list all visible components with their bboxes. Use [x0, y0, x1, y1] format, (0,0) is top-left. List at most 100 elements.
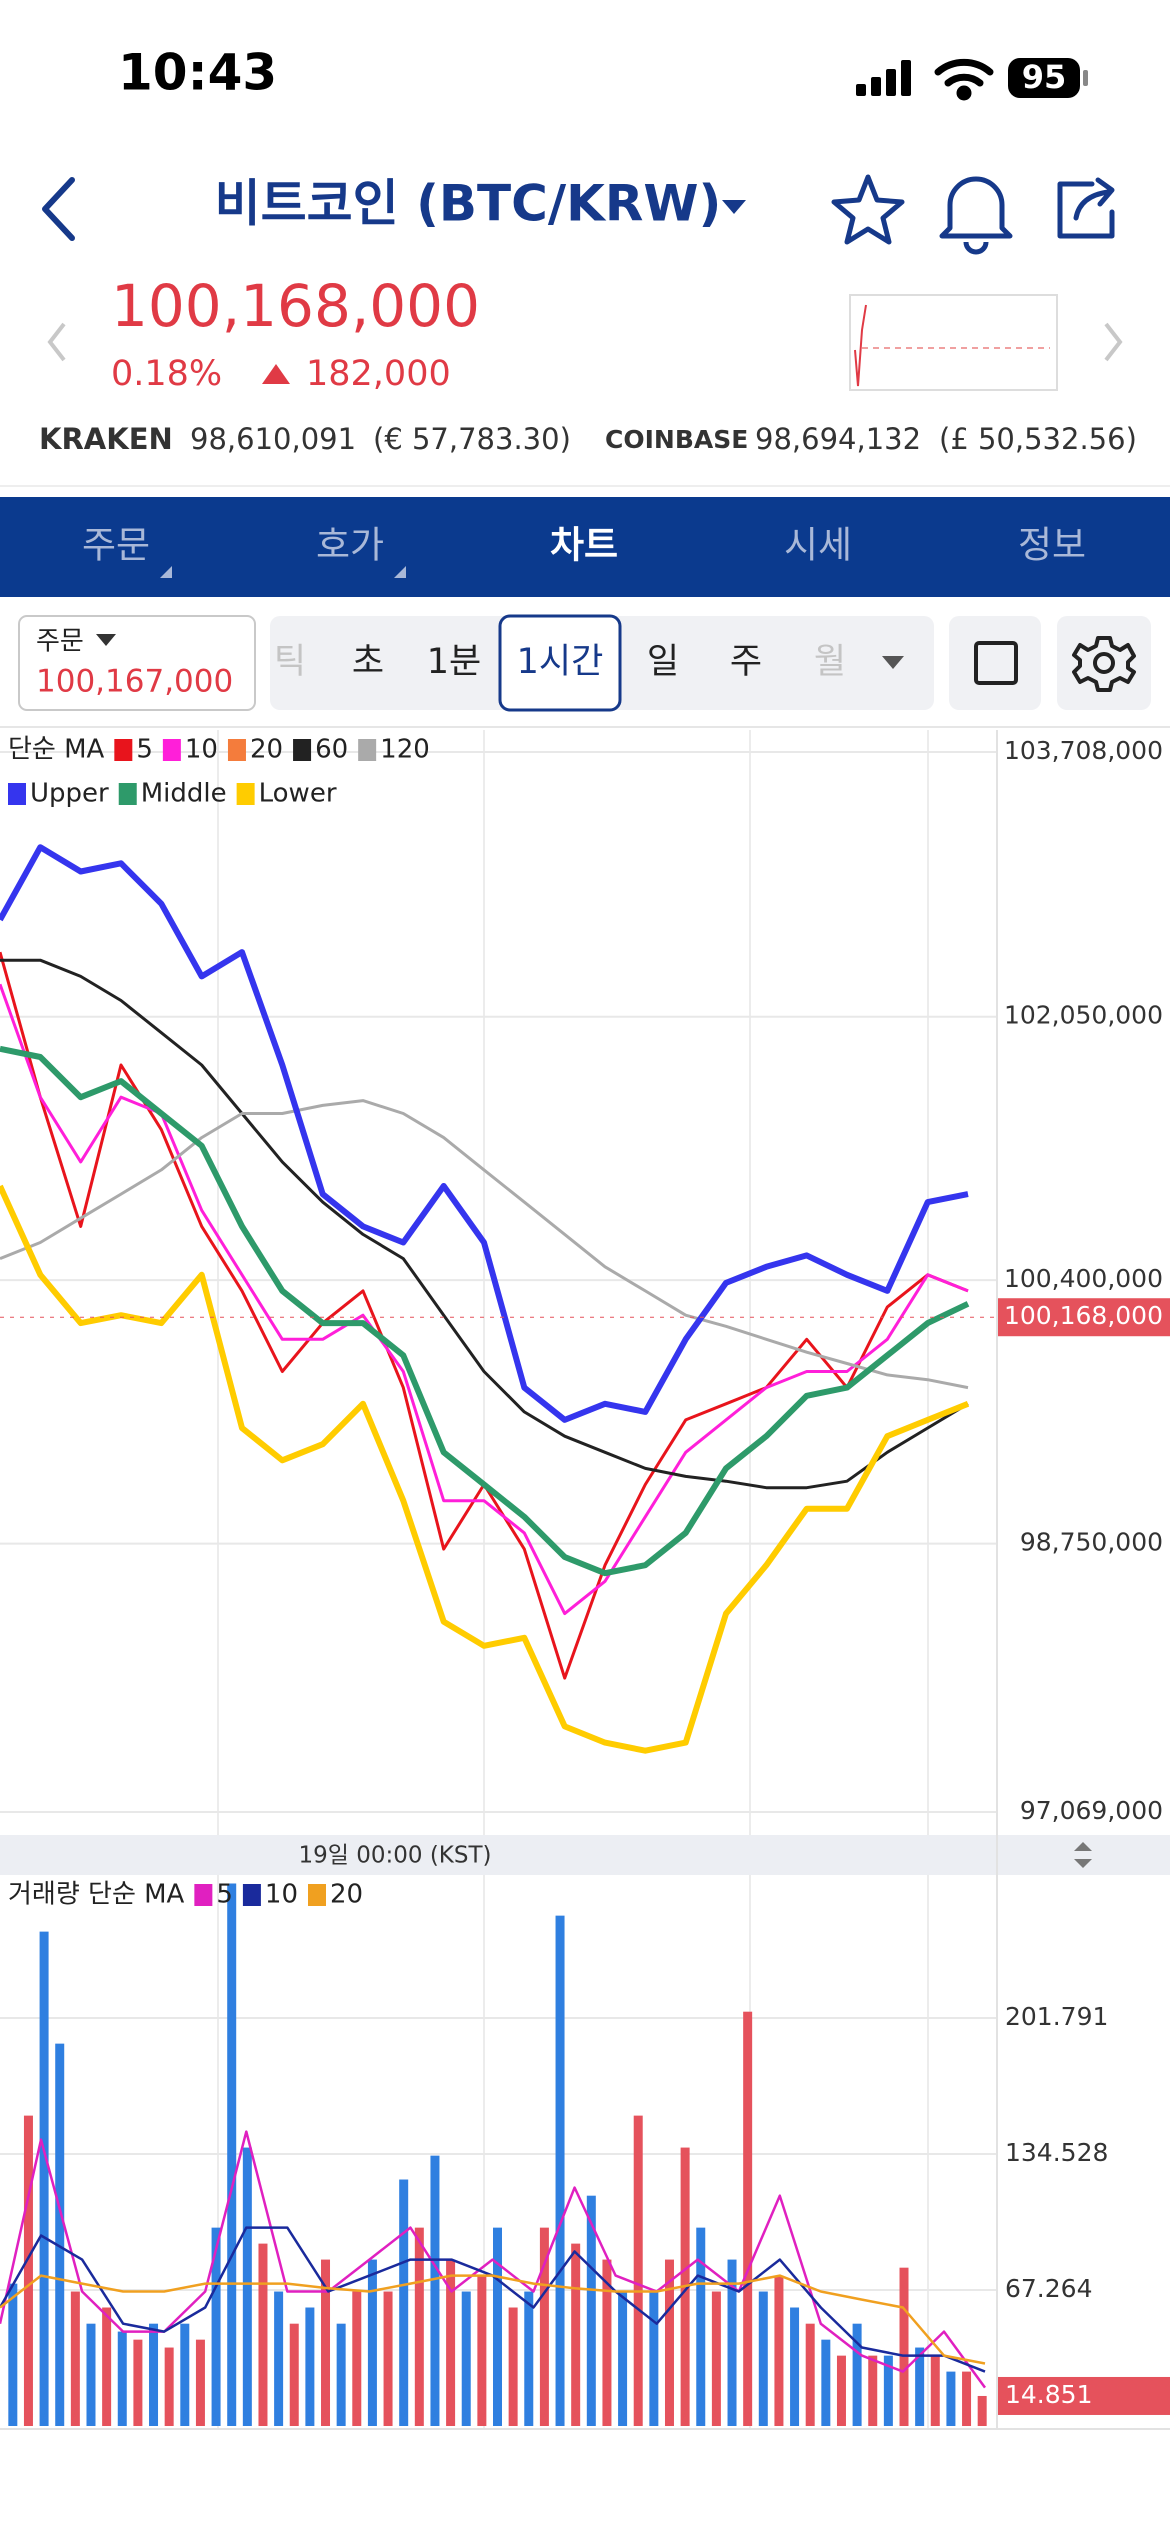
interval[interactable]: 월	[814, 642, 846, 682]
legend-item: 120	[380, 735, 430, 765]
volume-chart: 67.264 134.528 201.791 14.851 거래량 단순 MA 5 10 20	[0, 1880, 1170, 2426]
volume-ma-line	[0, 2226, 986, 2373]
volume-bar	[352, 2291, 362, 2426]
mini-chart-line	[854, 304, 867, 387]
settings-button[interactable]	[1072, 636, 1136, 692]
volume-bar	[571, 2243, 581, 2426]
order-dropdown[interactable]	[96, 634, 116, 646]
alarm-button[interactable]	[939, 176, 1013, 255]
tab-menu-indicator	[160, 566, 172, 578]
interval[interactable]: 1분	[427, 642, 481, 682]
volume-bar	[524, 2291, 534, 2426]
volume-bar	[493, 2227, 502, 2426]
legend-title: 거래량 단순 MA	[8, 1880, 185, 1910]
legend-swatch	[227, 739, 246, 761]
legend-swatch	[308, 1884, 326, 1906]
volume-bar	[946, 2371, 956, 2426]
tab[interactable]: 차트	[550, 524, 618, 567]
volume-bar	[539, 2227, 549, 2426]
current-price-label: 100,168,000	[1004, 1301, 1163, 1330]
tab[interactable]: 주문	[82, 524, 150, 567]
volume-bar	[774, 2275, 784, 2426]
volume-bar	[446, 2259, 456, 2426]
volume-bar	[383, 2291, 393, 2426]
y-tick-label: 103,708,000	[1004, 736, 1163, 765]
interval[interactable]: 일	[647, 642, 679, 682]
y-tick-label: 97,069,000	[1020, 1796, 1163, 1825]
settings-button-bg[interactable]	[1057, 616, 1151, 710]
y-tick-label: 100,400,000	[1004, 1264, 1163, 1293]
exchange-name: KRAKEN	[39, 422, 173, 456]
order-price[interactable]: 100,167,000	[36, 664, 233, 700]
exchange-name: COINBASE	[605, 425, 748, 454]
volume-bar	[414, 2227, 424, 2426]
legend-item: Middle	[141, 779, 227, 809]
drawing-button[interactable]	[974, 641, 1018, 685]
volume-bar	[70, 2291, 80, 2426]
interval[interactable]: 1시간	[517, 642, 604, 682]
volume-bar	[711, 2291, 721, 2426]
change-amount: 182,000	[306, 354, 451, 394]
y-tick-label: 102,050,000	[1004, 1001, 1163, 1030]
next-coin[interactable]	[1104, 322, 1123, 362]
wifi-icon	[934, 58, 994, 101]
volume-bar	[367, 2259, 377, 2426]
band-line	[0, 1045, 970, 1577]
volume-bar	[790, 2307, 800, 2426]
tab[interactable]: 호가	[316, 524, 384, 567]
order-box[interactable]	[18, 615, 256, 711]
volume-bar	[149, 2323, 159, 2426]
battery-icon	[1008, 58, 1080, 98]
y-tick-label: 98,750,000	[1020, 1528, 1163, 1557]
exchange-converted: (£ 50,532.56)	[939, 422, 1137, 456]
tab[interactable]: 시세	[784, 524, 852, 567]
interval[interactable]: 초	[352, 642, 384, 682]
tab-bar	[0, 497, 1170, 597]
tab[interactable]: 정보	[1018, 524, 1086, 567]
ma-line	[0, 1099, 969, 1390]
current-price-tag	[997, 1298, 1170, 1337]
title-dropdown[interactable]	[722, 200, 746, 214]
legend-item: 5	[216, 1880, 233, 1910]
volume-bar	[633, 2115, 643, 2426]
volume-bar	[133, 2339, 143, 2426]
legend-item: 20	[250, 735, 283, 765]
exchange-price: 98,694,132	[755, 422, 921, 456]
volume-bar	[883, 2355, 893, 2426]
resize-handle[interactable]	[1074, 1842, 1092, 1868]
status-time: 10:43	[118, 44, 277, 102]
battery-level: 95	[1022, 58, 1067, 96]
favorite-button[interactable]	[831, 174, 905, 245]
drawing-button-bg[interactable]	[949, 616, 1041, 710]
page-title[interactable]: 비트코인 (BTC/KRW)	[215, 175, 722, 233]
back-button[interactable]	[42, 177, 75, 241]
prev-coin[interactable]	[47, 322, 66, 362]
interval[interactable]: 틱	[274, 642, 306, 682]
legend-item: 10	[185, 735, 218, 765]
volume-bar	[915, 2347, 925, 2426]
volume-bar	[805, 2323, 815, 2426]
volume-bar	[508, 2307, 518, 2426]
legend-item: 5	[136, 735, 153, 765]
volume-bar	[477, 2275, 487, 2426]
share-button[interactable]	[1057, 177, 1115, 239]
volume-bar	[336, 2323, 346, 2426]
interval-more[interactable]	[882, 656, 904, 669]
time-label: 19일 00:00 (KST)	[298, 1843, 491, 1869]
current-volume-label: 14.851	[1005, 2380, 1092, 2409]
volume-bar	[227, 1883, 237, 2426]
volume-bar	[180, 2323, 190, 2426]
volume-bar	[23, 2115, 33, 2426]
volume-bar	[868, 2355, 878, 2426]
tab-menu-indicator	[394, 566, 406, 578]
volume-bar	[55, 2043, 65, 2426]
order-label[interactable]: 주문	[36, 627, 84, 657]
volume-bar	[696, 2227, 706, 2426]
volume-bar	[852, 2323, 862, 2426]
volume-ma-line	[0, 2130, 987, 2389]
volume-bar	[758, 2291, 768, 2426]
volume-bar	[618, 2291, 628, 2426]
interval[interactable]: 주	[730, 642, 762, 682]
volume-bar	[305, 2307, 315, 2426]
